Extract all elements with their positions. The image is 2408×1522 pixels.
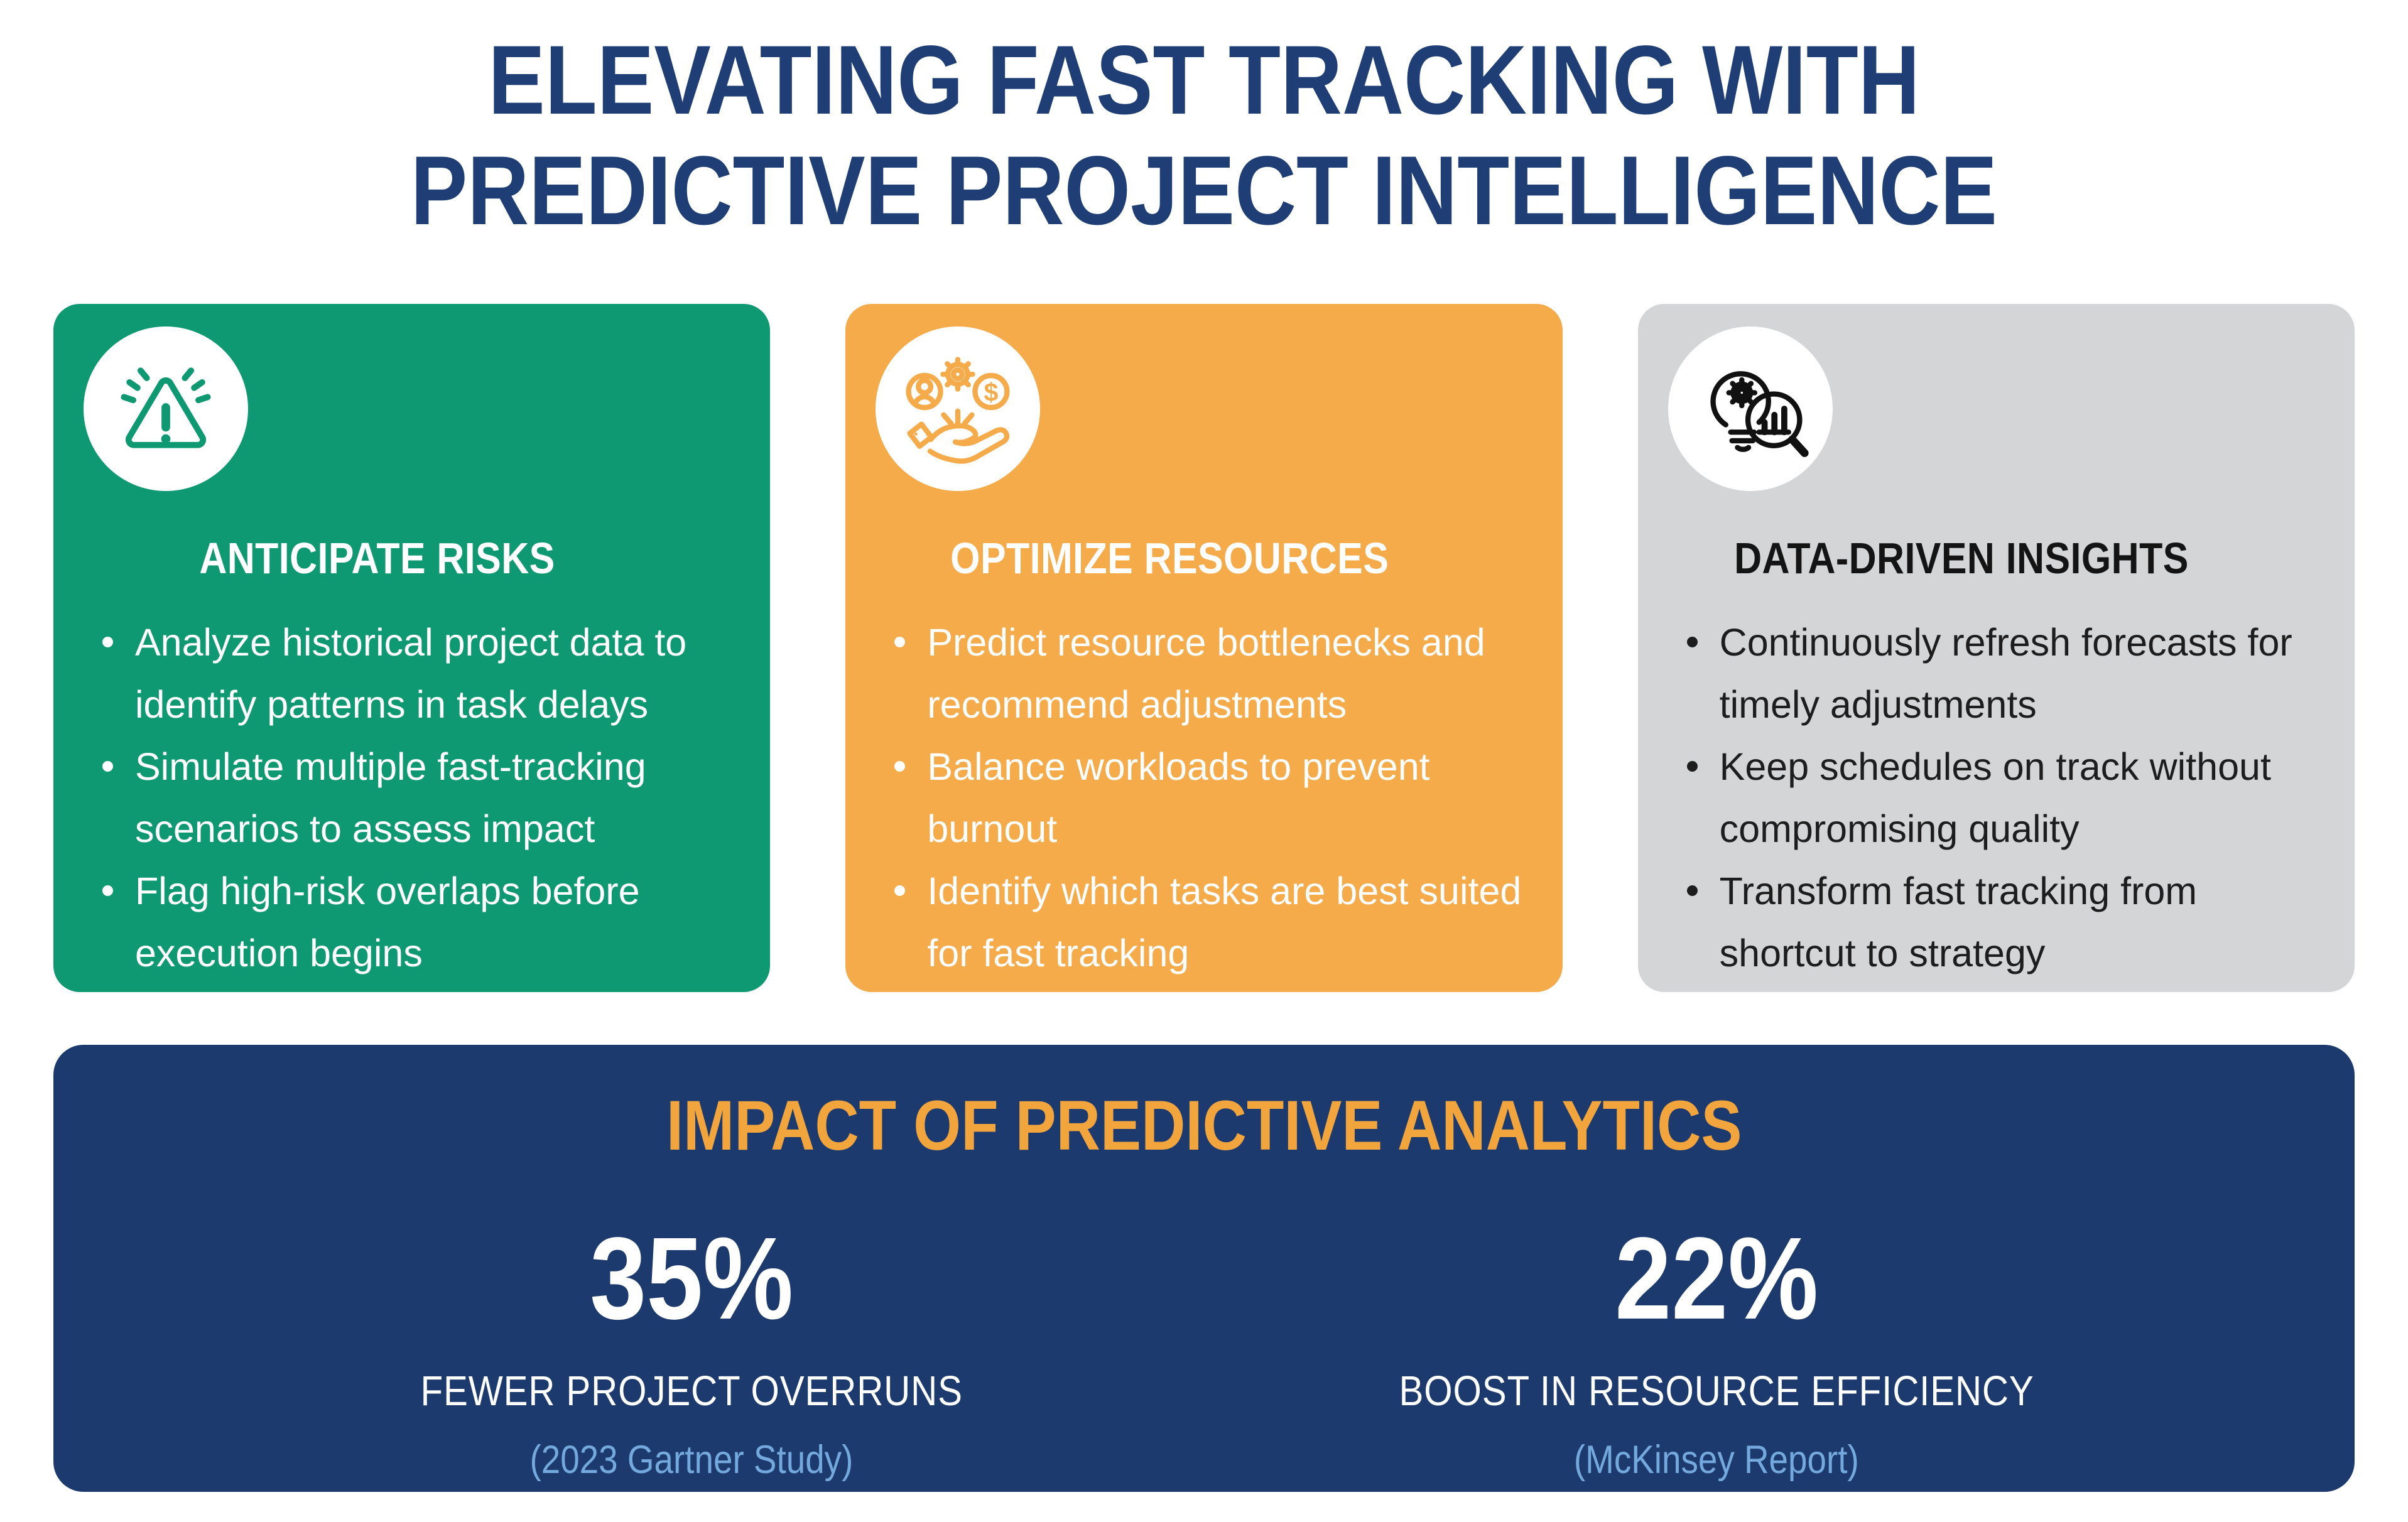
stat-fewer-overruns: 35% FEWER PROJECT OVERRUNS (2023 Gartner…: [179, 1219, 1204, 1482]
stat-label: FEWER PROJECT OVERRUNS: [420, 1368, 963, 1415]
stat-resource-efficiency: 22% BOOST IN RESOURCE EFFICIENCY (McKins…: [1204, 1219, 2229, 1482]
impact-panel-title: IMPACT OF PREDICTIVE ANALYTICS: [666, 1086, 1742, 1165]
bullet-item: Predict resource bottlenecks and recomme…: [894, 612, 1534, 736]
feature-cards-row: ANTICIPATE RISKS Analyze historical proj…: [53, 304, 2355, 992]
card-bullets-optimize-resources: Predict resource bottlenecks and recomme…: [873, 612, 1534, 985]
stat-source: (2023 Gartner Study): [529, 1438, 854, 1482]
bullet-item: Continuously refresh forecasts for timel…: [1686, 612, 2327, 736]
stat-source: (McKinsey Report): [1574, 1438, 1859, 1482]
bulb-magnifier-icon: [1668, 327, 1833, 491]
bullet-item: Transform fast tracking from shortcut to…: [1686, 860, 2327, 985]
bullet-item: Flag high-risk overlaps before execution…: [102, 860, 742, 985]
impact-panel: IMPACT OF PREDICTIVE ANALYTICS 35% FEWER…: [53, 1045, 2355, 1492]
page-title: ELEVATING FAST TRACKING WITH PREDICTIVE …: [0, 0, 2408, 246]
card-title-anticipate-risks: ANTICIPATE RISKS: [199, 534, 555, 583]
card-anticipate-risks: ANTICIPATE RISKS Analyze historical proj…: [53, 304, 771, 992]
bullet-item: Identify which tasks are best suited for…: [894, 860, 1534, 985]
card-optimize-resources: $ OPTIMIZE RESOURCES Predict resource bo…: [845, 304, 1563, 992]
impact-stats-row: 35% FEWER PROJECT OVERRUNS (2023 Gartner…: [53, 1219, 2355, 1482]
card-data-driven-insights: DATA-DRIVEN INSIGHTS Continuously refres…: [1637, 304, 2355, 992]
page-title-line-1: ELEVATING FAST TRACKING WITH: [488, 26, 1920, 135]
stat-value: 35%: [590, 1214, 793, 1344]
card-bullets-data-driven-insights: Continuously refresh forecasts for timel…: [1666, 612, 2327, 985]
card-title-optimize-resources: OPTIMIZE RESOURCES: [950, 534, 1389, 583]
page-title-line-2: PREDICTIVE PROJECT INTELLIGENCE: [410, 136, 1998, 246]
hand-resources-icon: $: [876, 327, 1041, 491]
card-title-data-driven-insights: DATA-DRIVEN INSIGHTS: [1734, 534, 2189, 583]
card-bullets-anticipate-risks: Analyze historical project data to ident…: [81, 612, 742, 985]
bullet-item: Simulate multiple fast-tracking scenario…: [102, 736, 742, 860]
svg-text:$: $: [984, 377, 999, 406]
stat-value: 22%: [1615, 1214, 1818, 1344]
alert-triangle-icon: [84, 327, 248, 491]
bullet-item: Balance workloads to prevent burnout: [894, 736, 1534, 860]
stat-label: BOOST IN RESOURCE EFFICIENCY: [1399, 1368, 2034, 1415]
bullet-item: Analyze historical project data to ident…: [102, 612, 742, 736]
bullet-item: Keep schedules on track without compromi…: [1686, 736, 2327, 860]
